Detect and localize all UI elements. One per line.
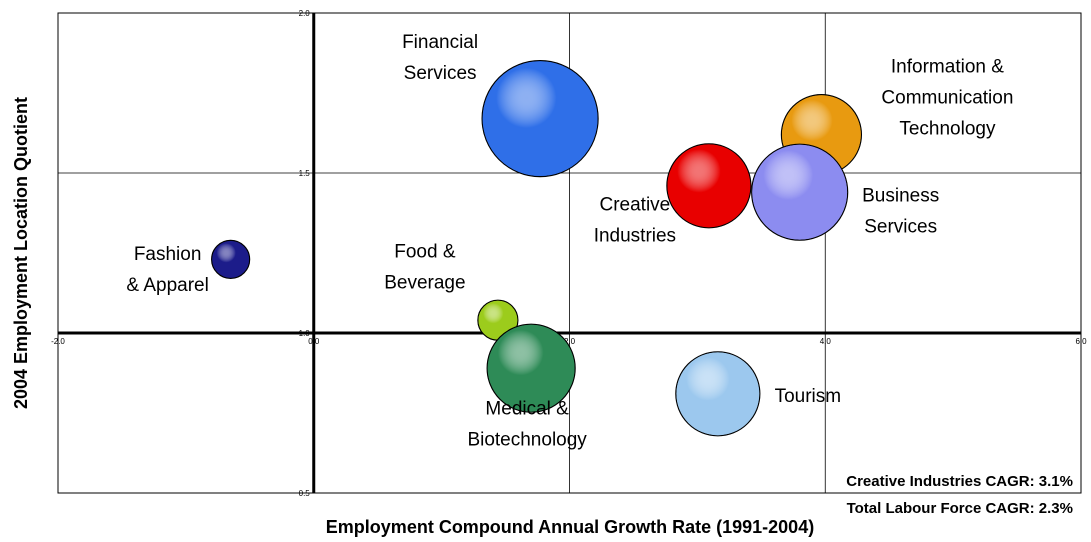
y-tick-label: 2.0 bbox=[299, 9, 311, 18]
bubble-label: Industries bbox=[594, 225, 676, 246]
bubble-label: Biotechnology bbox=[467, 430, 587, 451]
x-tick-label: -2.0 bbox=[51, 337, 65, 346]
y-tick-label: 0.5 bbox=[299, 489, 311, 498]
bubble-label: Fashion bbox=[134, 244, 202, 265]
bubble-label: Services bbox=[404, 63, 477, 84]
bubble-label: Communication bbox=[881, 88, 1013, 109]
y-axis-title: 2004 Employment Location Quotient bbox=[11, 97, 31, 409]
y-tick-label: 1.0 bbox=[299, 329, 311, 338]
y-tick-label: 1.5 bbox=[299, 169, 311, 178]
x-tick-label: 4.0 bbox=[820, 337, 832, 346]
bubble-label: Creative bbox=[600, 194, 671, 215]
x-tick-label: 0.0 bbox=[308, 337, 320, 346]
bubble-label: Beverage bbox=[384, 273, 465, 294]
bubble-label: Medical & bbox=[485, 399, 569, 420]
bubble-label: Financial bbox=[402, 32, 478, 53]
x-tick-label: 6.0 bbox=[1075, 337, 1087, 346]
bubble bbox=[751, 143, 849, 241]
bubble-label: Food & bbox=[394, 242, 456, 263]
annotation: Total Labour Force CAGR: 2.3% bbox=[847, 500, 1073, 517]
bubble-label: Services bbox=[864, 217, 937, 238]
bubble-label: Tourism bbox=[775, 386, 842, 407]
annotation: Creative Industries CAGR: 3.1% bbox=[846, 473, 1073, 490]
bubble bbox=[666, 143, 752, 229]
bubble-label: Business bbox=[862, 186, 939, 207]
x-axis-title: Employment Compound Annual Growth Rate (… bbox=[326, 517, 814, 537]
bubble bbox=[211, 239, 251, 279]
bubble bbox=[675, 351, 761, 437]
bubble-label: Information & bbox=[891, 57, 1004, 78]
bubble-label: & Apparel bbox=[126, 275, 208, 296]
bubble bbox=[481, 59, 599, 178]
bubble-label: Technology bbox=[899, 119, 996, 140]
